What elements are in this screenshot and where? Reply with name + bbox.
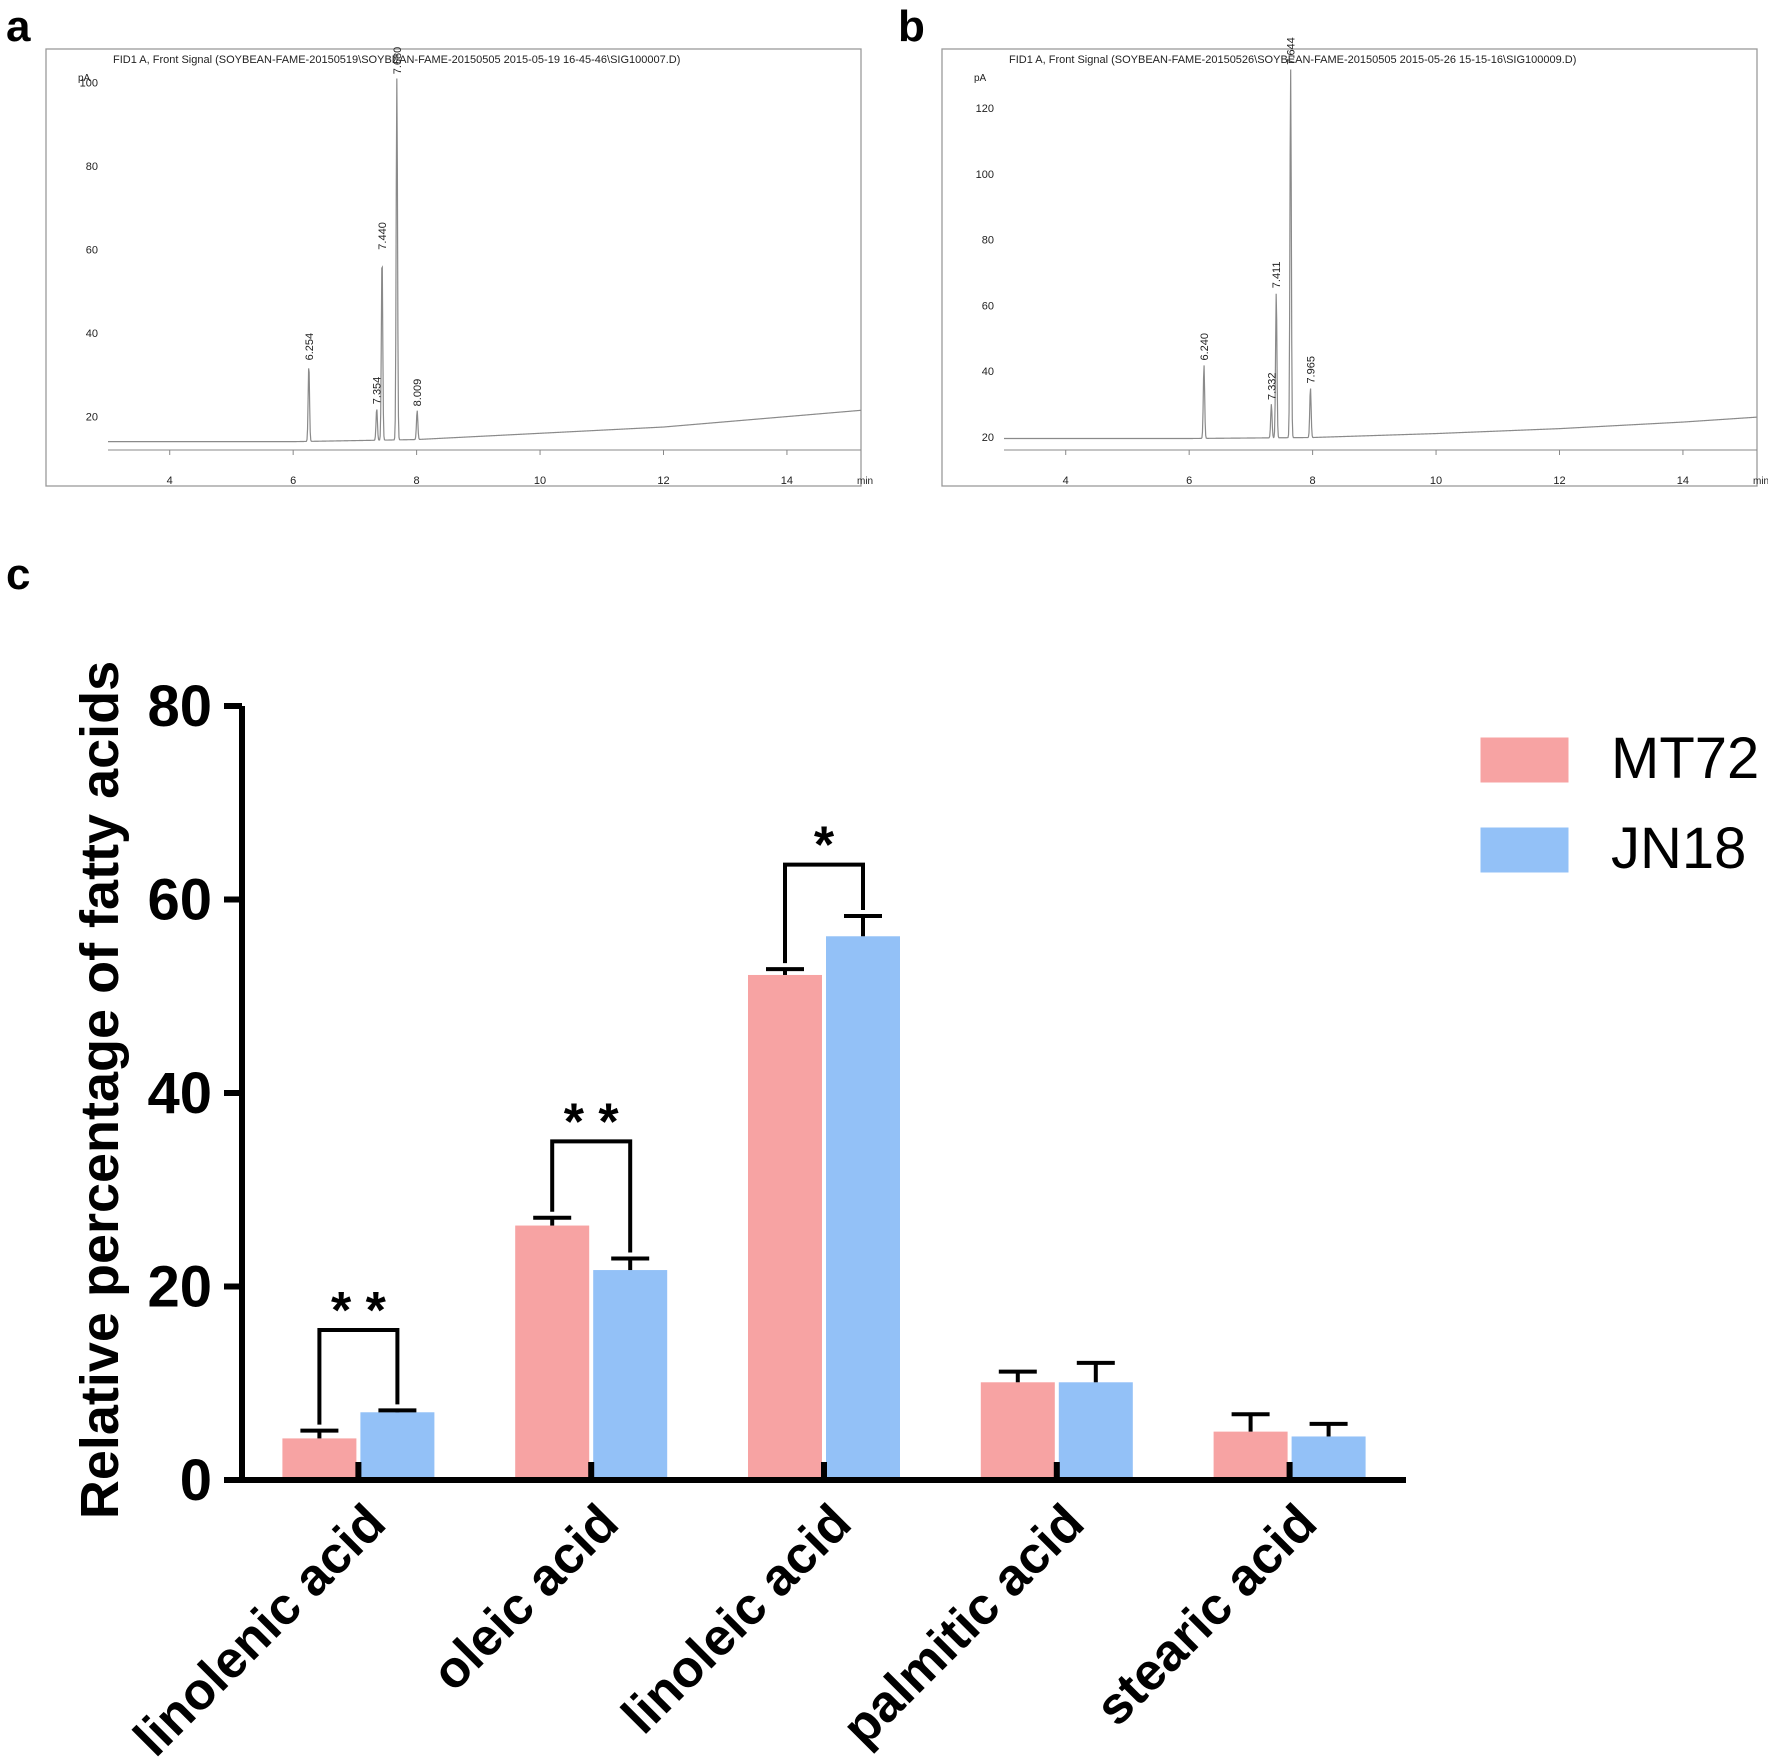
significance-bracket (550, 1139, 633, 1253)
peak-label: 7.965 (1305, 356, 1317, 384)
chromatogram-frame (941, 48, 1758, 487)
chromatogram-a: FID1 A, Front Signal (SOYBEAN-FAME-20150… (45, 47, 873, 487)
chromatogram-title: FID1 A, Front Signal (SOYBEAN-FAME-20150… (1009, 54, 1576, 66)
bar-mt72 (748, 974, 822, 1480)
bar-mt72 (515, 1225, 590, 1480)
x-tick-label: 10 (1430, 475, 1442, 487)
y-tick-label: 120 (976, 103, 994, 115)
bar-jn18 (1291, 1436, 1366, 1480)
x-axis-unit: min (857, 476, 873, 487)
x-tick-label: stearic acid (1085, 1493, 1328, 1736)
x-tick-label: 4 (167, 475, 173, 487)
y-tick-label: 60 (982, 300, 994, 312)
x-tick-label: linolenic acid (123, 1493, 397, 1764)
x-tick-label: 12 (657, 475, 669, 487)
y-tick-label: 40 (147, 1061, 212, 1126)
panel-label-a: a (6, 2, 31, 51)
x-tick-label: 14 (1677, 475, 1689, 487)
x-tick-label: 6 (1186, 475, 1192, 487)
bar-jn18 (593, 1270, 668, 1480)
y-tick-label: 60 (86, 245, 98, 257)
y-tick-label: 60 (147, 868, 212, 933)
signal-trace (1004, 69, 1758, 440)
bar-mt72 (980, 1382, 1055, 1480)
x-tick-label: linoleic acid (611, 1493, 862, 1744)
y-tick-label: 0 (180, 1448, 212, 1513)
x-tick-label: 8 (1310, 475, 1316, 487)
peak-label: 6.240 (1199, 333, 1211, 361)
peak-label: 7.332 (1266, 372, 1278, 400)
significance-stars: * * (331, 1282, 387, 1340)
x-tick-label: 10 (534, 475, 546, 487)
peak-label: 7.644 (1286, 37, 1298, 65)
x-tick-label: 14 (781, 475, 793, 487)
legend-label-mt72: MT72 (1611, 726, 1759, 791)
bar-jn18 (826, 936, 900, 1480)
bar-mt72 (1213, 1431, 1288, 1480)
peak-label: 6.254 (304, 333, 316, 361)
panel-label-b: b (898, 2, 925, 51)
y-tick-label: 40 (86, 328, 98, 340)
y-axis-title: Relative percentage of fatty acids (70, 661, 130, 1519)
significance-stars: * (814, 817, 835, 875)
x-tick-label: palmitic acid (832, 1493, 1096, 1757)
significance-bracket (783, 862, 865, 964)
y-tick-label: 20 (147, 1255, 212, 1320)
x-tick-label: 6 (290, 475, 296, 487)
y-tick-label: 80 (982, 235, 994, 247)
bar-jn18 (360, 1412, 435, 1480)
significance-bracket (317, 1328, 400, 1425)
peak-label: 8.009 (412, 379, 424, 407)
x-tick-label: 12 (1553, 475, 1565, 487)
x-tick-label: 4 (1063, 475, 1069, 487)
chromatogram-title: FID1 A, Front Signal (SOYBEAN-FAME-20150… (113, 54, 680, 66)
peak-label: 7.680 (392, 47, 404, 75)
bar-jn18 (1058, 1382, 1133, 1480)
chromatogram-b: FID1 A, Front Signal (SOYBEAN-FAME-20150… (941, 37, 1768, 487)
y-tick-label: 20 (86, 412, 98, 424)
x-tick-label: oleic acid (421, 1493, 630, 1702)
bar-chart-c: 0 20 40 60 80 Relative percentage of fatty ac… (70, 661, 1759, 1764)
y-tick-label: 40 (982, 366, 994, 378)
y-tick-label: 80 (86, 161, 98, 173)
x-axis-unit: min (1753, 476, 1768, 487)
y-axis-unit: pA (974, 73, 987, 84)
significance-stars: * * (564, 1093, 620, 1151)
chromatogram-frame (45, 48, 862, 487)
legend-swatch-mt72 (1480, 737, 1569, 783)
x-tick-label: 8 (414, 475, 420, 487)
bar-mt72 (282, 1438, 357, 1480)
peak-label: 7.354 (372, 377, 384, 405)
y-tick-label: 80 (147, 674, 212, 739)
peak-label: 7.440 (377, 222, 389, 250)
y-tick-label: 100 (80, 77, 98, 89)
peak-label: 7.411 (1271, 262, 1283, 289)
legend-label-jn18: JN18 (1611, 816, 1746, 881)
y-axis-unit: pA (78, 73, 91, 84)
y-tick-label: 20 (982, 432, 994, 444)
panel-label-c: c (6, 550, 31, 599)
signal-trace (108, 78, 862, 443)
y-tick-label: 100 (976, 169, 994, 181)
legend-swatch-jn18 (1480, 827, 1569, 873)
